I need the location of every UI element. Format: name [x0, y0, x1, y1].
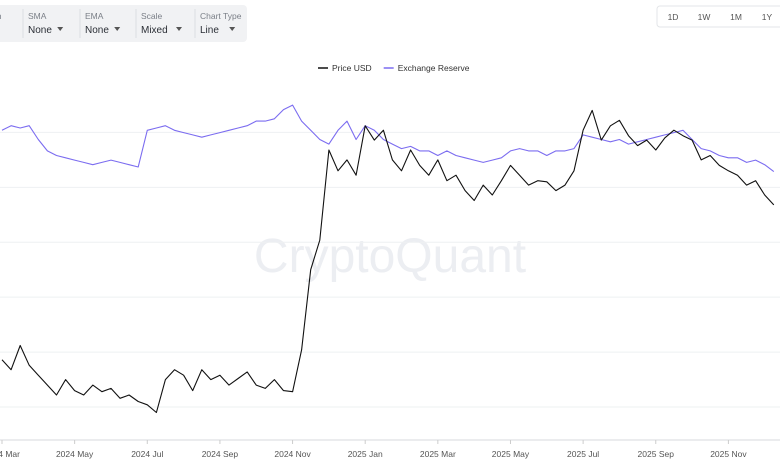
x-tick-label: 2024 Nov: [274, 449, 311, 459]
dropdown-label: EMA: [85, 11, 104, 21]
legend-label: Exchange Reserve: [398, 63, 470, 73]
series-line: [1, 109, 775, 414]
x-tick-label: 2024 May: [56, 449, 94, 459]
x-tick-label: 2024 Sep: [202, 449, 239, 459]
x-tick-label: 2025 Mar: [420, 449, 456, 459]
x-tick-label: 2025 May: [492, 449, 530, 459]
x-tick-label: 2024 Jul: [131, 449, 163, 459]
dropdown-label: Chart Type: [200, 11, 242, 21]
dropdown-value[interactable]: None: [28, 25, 52, 36]
x-tick-label: 2025 Jul: [567, 449, 599, 459]
series-line: [1, 104, 775, 173]
dropdown-value[interactable]: Mixed: [141, 25, 168, 36]
watermark: CryptoQuant: [254, 230, 526, 283]
x-tick-label: 2024 Mar: [0, 449, 20, 459]
dropdown-caret[interactable]: [114, 27, 121, 31]
dropdown-caret[interactable]: [57, 27, 64, 31]
x-tick-label: 2025 Jan: [348, 449, 383, 459]
range-selector: [656, 5, 780, 28]
x-tick-label: 2025 Nov: [710, 449, 747, 459]
legend-label: Price USD: [332, 63, 372, 73]
dropdown-caret[interactable]: [229, 27, 236, 31]
dropdown-label: on: [0, 11, 2, 21]
toolbar: [0, 5, 247, 42]
range-button[interactable]: 1M: [730, 12, 742, 22]
range-button[interactable]: 1D: [668, 12, 679, 22]
dropdown-value[interactable]: Line: [200, 25, 219, 36]
dropdown-label: Scale: [141, 11, 163, 21]
dropdown-value[interactable]: None: [85, 25, 109, 36]
range-button[interactable]: 1Y: [762, 12, 773, 22]
dropdown-label: SMA: [28, 11, 47, 21]
x-tick-label: 2025 Sep: [638, 449, 675, 459]
dropdown-caret[interactable]: [176, 27, 182, 31]
range-button[interactable]: 1W: [698, 12, 711, 22]
